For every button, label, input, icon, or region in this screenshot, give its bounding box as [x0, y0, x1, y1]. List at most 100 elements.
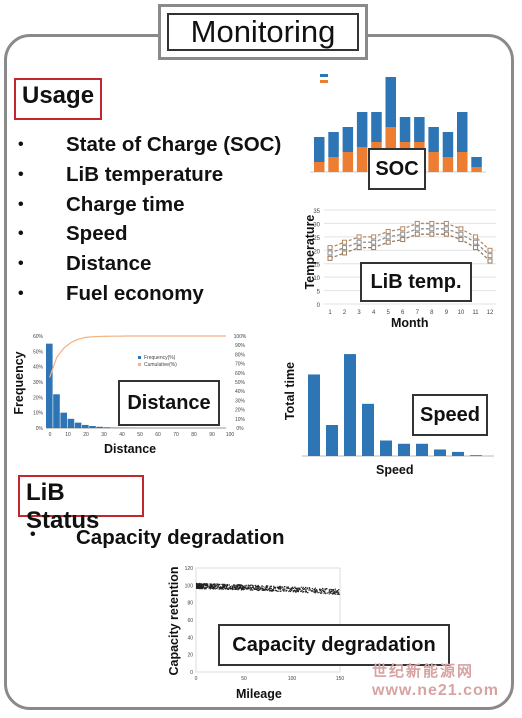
scatter-point: [205, 587, 207, 590]
x-tick-label: 0: [49, 432, 52, 438]
soc-bar-upper: [314, 137, 325, 162]
scatter-point: [242, 586, 244, 588]
scatter-point: [237, 584, 239, 586]
soc-bar-lower: [356, 147, 368, 172]
soc-bar-upper: [457, 112, 468, 152]
scatter-point: [256, 586, 258, 588]
scatter-point: [280, 587, 282, 589]
scatter-point: [263, 589, 265, 591]
speed-bar: [326, 425, 338, 456]
scatter-point: [332, 593, 334, 595]
y2-tick-label: 60%: [235, 371, 246, 377]
temperature-point: [342, 245, 348, 251]
distance-bar: [96, 426, 103, 428]
capacity-ylabel: Capacity retention: [167, 566, 181, 676]
y-tick-label: 30: [313, 222, 320, 228]
scatter-point: [338, 593, 340, 595]
temperature-point: [429, 231, 435, 237]
temperature-point: [371, 234, 377, 240]
y2-tick-label: 100%: [234, 334, 247, 340]
temperature-point: [472, 234, 478, 240]
scatter-point: [205, 587, 207, 589]
speed-bar: [470, 455, 482, 456]
status-item: • Capacity degradation: [30, 526, 285, 549]
temperature-ylabel: Temperature: [303, 214, 317, 290]
scatter-point: [219, 587, 221, 590]
x-tick-label: 9: [445, 310, 449, 316]
scatter-point: [331, 592, 333, 595]
scatter-point: [325, 593, 327, 595]
speed-bar: [398, 443, 410, 456]
scatter-point: [292, 586, 294, 588]
scatter-point: [221, 588, 223, 590]
scatter-point: [200, 585, 202, 587]
scatter-point: [258, 589, 260, 591]
scatter-point: [231, 586, 234, 588]
scatter-point: [241, 588, 243, 590]
soc-bar-upper: [342, 127, 354, 152]
scatter-point: [204, 588, 206, 590]
temperature-point: [472, 239, 478, 245]
scatter-point: [209, 585, 212, 587]
scatter-point: [197, 586, 199, 589]
scatter-point: [288, 590, 290, 593]
x-tick-label: 100: [226, 432, 235, 438]
temperature-point: [400, 231, 406, 237]
scatter-point: [240, 584, 242, 586]
usage-heading: Usage: [14, 78, 102, 120]
scatter-point: [319, 589, 321, 591]
scatter-point: [272, 589, 274, 591]
scatter-point: [210, 583, 212, 585]
x-tick-label: 12: [487, 310, 494, 316]
scatter-point: [315, 590, 317, 592]
scatter-point: [229, 586, 231, 588]
scatter-point: [270, 587, 272, 590]
scatter-point: [226, 587, 228, 589]
scatter-point: [278, 588, 280, 590]
distance-bar: [67, 418, 75, 428]
x-tick-label: 40: [119, 432, 125, 438]
scatter-point: [254, 588, 256, 590]
soc-bar-upper: [428, 127, 439, 152]
scatter-point: [199, 583, 201, 585]
scatter-point: [246, 588, 248, 590]
scatter-point: [275, 589, 277, 591]
y2-tick-label: 70%: [235, 362, 246, 368]
scatter-point: [201, 586, 204, 588]
x-tick-label: 8: [430, 310, 434, 316]
scatter-point: [313, 588, 315, 590]
scatter-point: [274, 587, 277, 589]
speed-ylabel: Total time: [283, 361, 297, 421]
scatter-point: [309, 589, 311, 591]
scatter-point: [261, 588, 263, 590]
scatter-point: [217, 583, 219, 586]
scatter-point: [278, 586, 280, 588]
temperature-point: [342, 239, 348, 245]
usage-item: • LiB temperature: [18, 162, 224, 186]
scatter-point: [262, 589, 264, 591]
distance-bar: [46, 343, 53, 428]
y-tick-label: 80: [187, 601, 193, 607]
scatter-point: [283, 590, 285, 592]
scatter-point: [240, 585, 242, 587]
scatter-point: [276, 586, 278, 588]
y-tick-label: 10: [313, 276, 320, 282]
scatter-point: [218, 583, 220, 586]
scatter-point: [206, 584, 208, 586]
scatter-point: [211, 585, 214, 587]
scatter-point: [325, 588, 327, 590]
y2-tick-label: 40%: [235, 389, 246, 395]
x-tick-label: 80: [191, 432, 197, 438]
legend-swatch: [138, 363, 141, 366]
scatter-point: [249, 585, 251, 587]
scatter-point: [220, 587, 222, 589]
scatter-point: [292, 587, 294, 590]
soc-bar-lower: [428, 152, 439, 172]
scatter-point: [292, 591, 294, 593]
scatter-point: [250, 584, 252, 586]
temperature-point: [487, 253, 493, 259]
scatter-point: [309, 587, 311, 590]
scatter-point: [221, 583, 223, 586]
scatter-point: [197, 587, 199, 589]
scatter-point: [320, 589, 323, 591]
